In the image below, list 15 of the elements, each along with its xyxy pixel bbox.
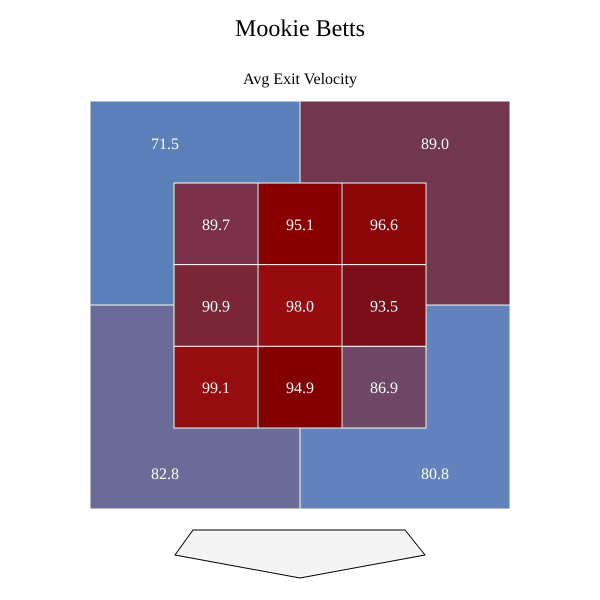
data-label: 94.9 [286, 380, 314, 398]
data-label: 89.7 [202, 216, 230, 234]
data-label: 96.6 [370, 216, 398, 234]
chart-title: Mookie Betts [235, 16, 365, 42]
data-label: 86.9 [370, 380, 398, 398]
data-label: 71.5 [151, 136, 179, 153]
data-label: 98.0 [286, 298, 314, 316]
data-label: 82.8 [151, 466, 179, 483]
data-label: 93.5 [370, 298, 398, 316]
data-label: 89.0 [421, 136, 449, 153]
data-label: 90.9 [202, 298, 230, 316]
data-label: 80.8 [421, 466, 449, 483]
data-label: 99.1 [202, 380, 230, 398]
data-label: 95.1 [286, 216, 314, 234]
chart-subtitle: Avg Exit Velocity [242, 71, 358, 88]
